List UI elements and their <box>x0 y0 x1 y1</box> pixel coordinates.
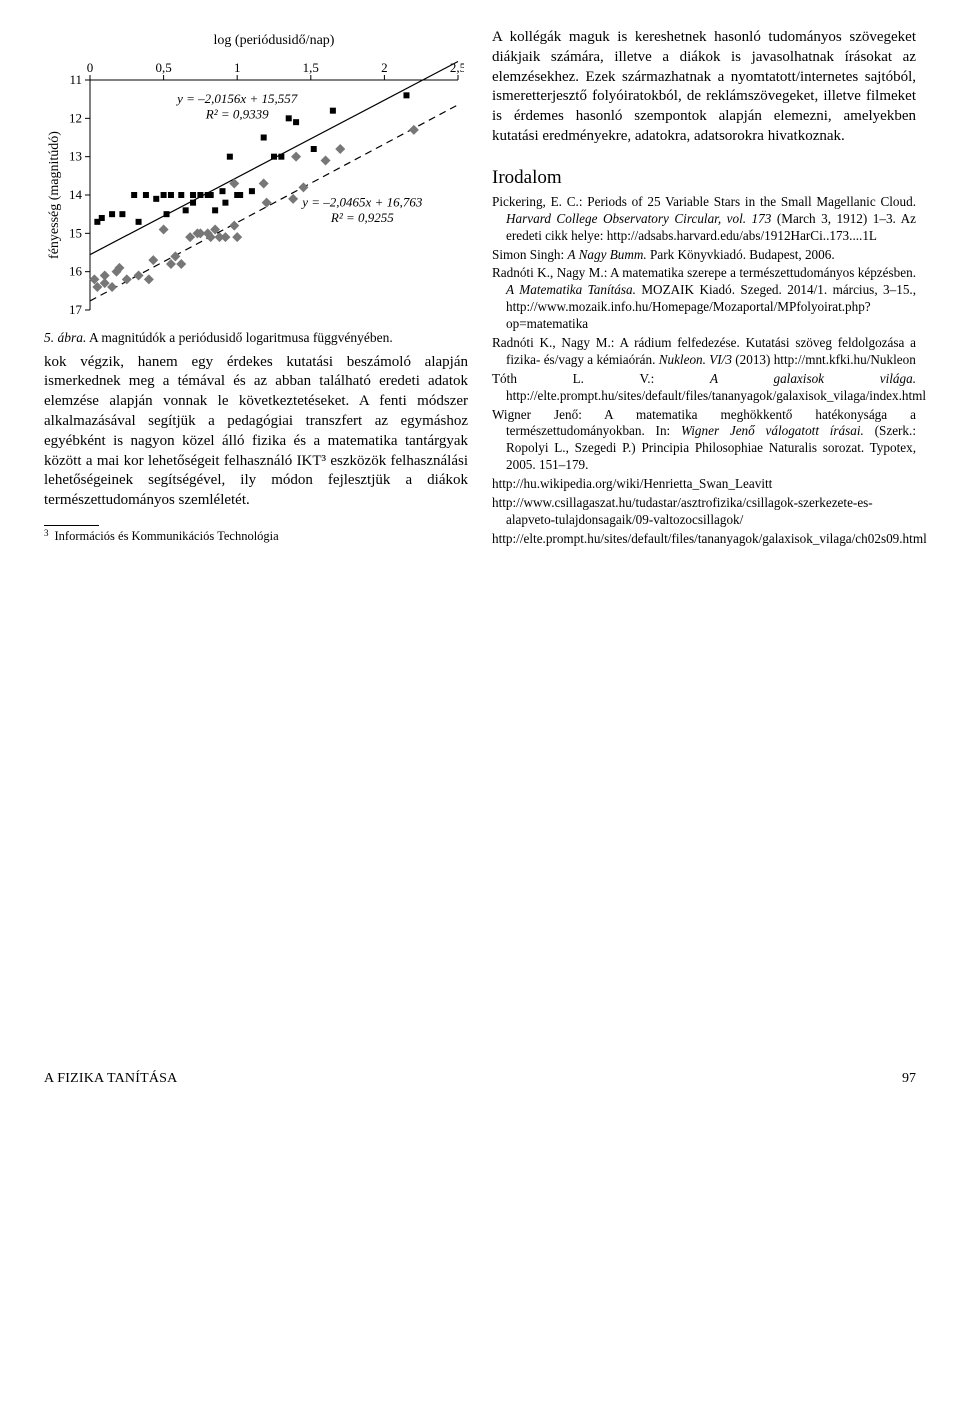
reference-item: Wigner Jenő: A matematika meghökkentő ha… <box>492 407 916 475</box>
svg-text:15: 15 <box>69 225 82 240</box>
scatter-chart: 00,511,522,511121314151617log (periódusi… <box>44 28 464 318</box>
reference-item: Pickering, E. C.: Periods of 25 Variable… <box>492 194 916 245</box>
svg-text:16: 16 <box>69 264 83 279</box>
reference-item: http://elte.prompt.hu/sites/default/file… <box>492 531 916 548</box>
references-list: Pickering, E. C.: Periods of 25 Variable… <box>492 194 916 548</box>
footnote: 3 Információs és Kommunikációs Technológ… <box>44 528 468 545</box>
figure-caption: 5. ábra. A magnitúdók a periódusidő loga… <box>44 329 468 347</box>
svg-text:y = –2,0156x + 15,557: y = –2,0156x + 15,557 <box>175 91 298 106</box>
reference-item: Tóth L. V.: A galaxisok világa. http://e… <box>492 371 916 405</box>
svg-text:log (periódusidő/nap): log (periódusidő/nap) <box>214 33 335 48</box>
footer-left: A FIZIKA TANÍTÁSA <box>44 1070 177 1088</box>
footnote-rule <box>44 525 99 526</box>
footnote-text: Információs és Kommunikációs Technológia <box>55 528 279 545</box>
right-paragraph-text: A kollégák maguk is kereshetnek hasonló … <box>492 28 916 147</box>
reference-item: Radnóti K., Nagy M.: A rádium felfedezés… <box>492 335 916 369</box>
reference-item: http://hu.wikipedia.org/wiki/Henrietta_S… <box>492 476 916 493</box>
reference-item: Radnóti K., Nagy M.: A matematika szerep… <box>492 265 916 333</box>
svg-text:1,5: 1,5 <box>303 60 319 75</box>
svg-text:11: 11 <box>69 72 82 87</box>
svg-text:fényesség (magnitúdó): fényesség (magnitúdó) <box>47 131 62 259</box>
footer-page-number: 97 <box>902 1070 916 1088</box>
left-paragraph: kok végzik, hanem egy érdekes kutatási b… <box>44 353 468 511</box>
figure-number: 5. ábra. <box>44 330 86 345</box>
references-heading: Irodalom <box>492 165 916 190</box>
reference-item: Simon Singh: A Nagy Bumm. Park Könyvkiad… <box>492 247 916 264</box>
svg-text:14: 14 <box>69 187 83 202</box>
svg-text:0,5: 0,5 <box>155 60 171 75</box>
svg-text:R² = 0,9255: R² = 0,9255 <box>330 210 394 225</box>
right-paragraph: A kollégák maguk is kereshetnek hasonló … <box>492 28 916 147</box>
figure-5: 00,511,522,511121314151617log (periódusi… <box>44 28 468 325</box>
figure-caption-text: A magnitúdók a periódusidő logaritmusa f… <box>89 330 393 345</box>
svg-text:y = –2,0465x + 16,763: y = –2,0465x + 16,763 <box>300 195 423 210</box>
svg-text:R² = 0,9339: R² = 0,9339 <box>205 106 269 121</box>
footnote-mark: 3 <box>44 528 49 545</box>
page-footer: A FIZIKA TANÍTÁSA 97 <box>44 1070 916 1088</box>
svg-text:0: 0 <box>87 60 94 75</box>
svg-text:1: 1 <box>234 60 241 75</box>
reference-item: http://www.csillagaszat.hu/tudastar/aszt… <box>492 495 916 529</box>
svg-text:2: 2 <box>381 60 388 75</box>
svg-text:13: 13 <box>69 149 82 164</box>
svg-text:17: 17 <box>69 302 83 317</box>
svg-text:12: 12 <box>69 110 82 125</box>
left-paragraph-text: kok végzik, hanem egy érdekes kutatási b… <box>44 353 468 511</box>
